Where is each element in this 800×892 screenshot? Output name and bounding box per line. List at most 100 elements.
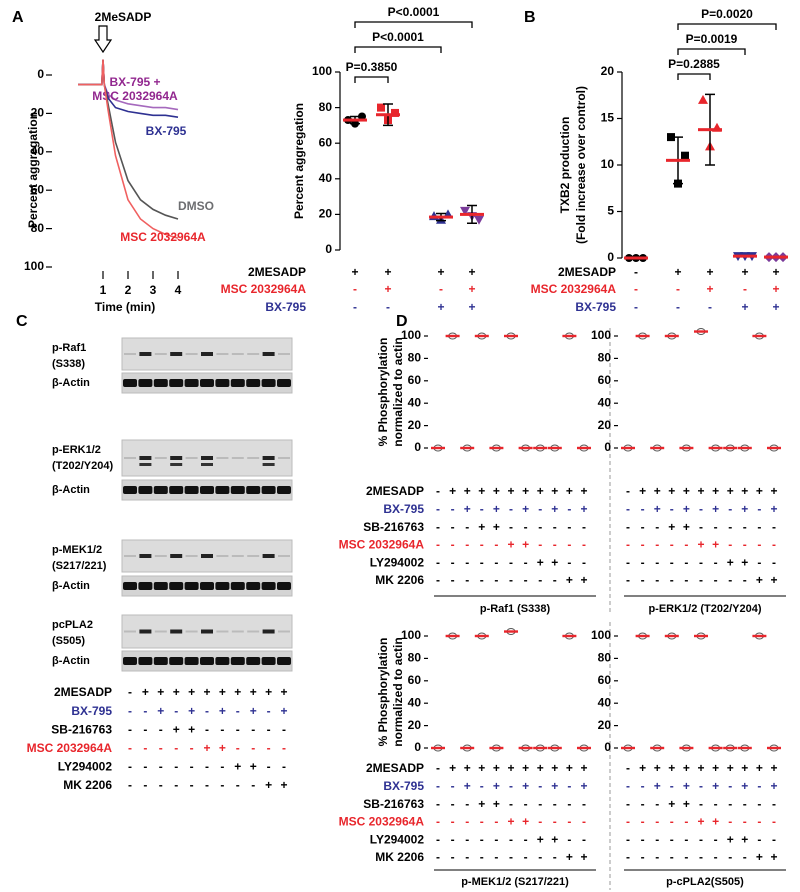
condition-symbol: - xyxy=(538,538,542,552)
actin-band xyxy=(261,486,276,494)
x-axis-label: Time (min) xyxy=(95,300,155,314)
actin-band xyxy=(261,379,276,387)
condition-symbol: - xyxy=(509,779,513,793)
condition-symbol: - xyxy=(143,760,147,774)
condition-symbol: + xyxy=(203,685,210,699)
condition-symbol: - xyxy=(641,555,645,569)
actin-band xyxy=(215,486,230,494)
y-tick-label: 20 xyxy=(408,418,422,432)
condition-symbol: - xyxy=(128,685,132,699)
actin-band xyxy=(123,657,137,665)
actin-band xyxy=(200,582,214,590)
series-label: MSC 2032964A xyxy=(92,89,178,103)
blot-label: β-Actin xyxy=(52,377,90,389)
condition-symbol: + xyxy=(770,502,777,516)
mean-bar xyxy=(431,446,445,450)
blot-band xyxy=(262,629,275,634)
y-axis-label: % Phosphorylation xyxy=(376,338,390,447)
plot-caption: p-MEK1/2 (S217/221) xyxy=(461,876,569,888)
data-point xyxy=(681,151,689,160)
blot-band xyxy=(185,630,198,633)
condition-symbol: - xyxy=(436,555,440,569)
condition-symbol: + xyxy=(537,555,544,569)
condition-symbol: + xyxy=(188,685,195,699)
actin-band xyxy=(123,379,137,387)
actin-band xyxy=(169,379,184,387)
blot-band xyxy=(216,555,229,557)
blot-band xyxy=(139,554,152,558)
condition-symbol: + xyxy=(668,761,675,775)
condition-symbol: - xyxy=(451,797,455,811)
blot-band xyxy=(185,353,198,355)
condition-symbol: + xyxy=(566,850,573,864)
condition-symbol: - xyxy=(143,722,147,736)
condition-symbol: + xyxy=(741,779,748,793)
condition-symbol: - xyxy=(524,520,528,534)
condition-label: LY294002 xyxy=(58,760,113,774)
mean-bar xyxy=(737,746,752,750)
y-axis-label: Percent aggregation xyxy=(26,112,40,228)
condition-symbol: - xyxy=(772,797,776,811)
mean-bar xyxy=(445,334,460,338)
condition-symbol: - xyxy=(480,779,484,793)
condition-symbol: + xyxy=(537,484,544,498)
condition-symbol: + xyxy=(770,761,777,775)
blot-band xyxy=(231,630,244,633)
blot-label: pcPLA2 xyxy=(52,619,93,631)
condition-symbol: - xyxy=(436,502,440,516)
condition-symbol: - xyxy=(143,741,147,755)
condition-symbol: + xyxy=(437,265,444,279)
y-tick-label: 80 xyxy=(598,351,612,365)
blot-band xyxy=(278,630,290,633)
y-tick-label: 0 xyxy=(607,250,614,264)
condition-symbol: - xyxy=(582,555,586,569)
condition-symbol: - xyxy=(676,282,680,296)
y-tick-label: 0 xyxy=(37,67,44,81)
blot-label: β-Actin xyxy=(52,580,90,592)
condition-symbol: - xyxy=(655,573,659,587)
condition-symbol: - xyxy=(220,722,224,736)
series-label: BX-795 + xyxy=(109,75,160,89)
mean-bar xyxy=(343,118,367,122)
condition-symbol: - xyxy=(655,797,659,811)
mean-bar xyxy=(764,255,788,259)
condition-symbol: - xyxy=(626,832,630,846)
condition-symbol: - xyxy=(567,779,571,793)
condition-label: 2MESADP xyxy=(248,265,306,279)
y-axis-label: normalized to actin xyxy=(391,637,405,746)
actin-band xyxy=(184,657,199,665)
condition-symbol: - xyxy=(757,538,761,552)
condition-label: BX-795 xyxy=(71,704,112,718)
condition-symbol: + xyxy=(697,538,704,552)
condition-symbol: - xyxy=(670,573,674,587)
actin-band xyxy=(123,582,137,590)
condition-symbol: - xyxy=(772,832,776,846)
mean-bar xyxy=(547,746,562,750)
condition-symbol: - xyxy=(626,520,630,534)
p-value: P=0.3850 xyxy=(346,60,398,74)
actin-band xyxy=(123,486,137,494)
condition-symbol: + xyxy=(157,704,164,718)
condition-label: LY294002 xyxy=(370,555,425,569)
condition-symbol: - xyxy=(205,704,209,718)
mean-bar xyxy=(504,334,518,338)
condition-symbol: - xyxy=(684,832,688,846)
condition-symbol: - xyxy=(641,832,645,846)
condition-symbol: + xyxy=(478,484,485,498)
mean-bar xyxy=(679,746,694,750)
condition-symbol: - xyxy=(524,555,528,569)
bracket xyxy=(677,73,711,80)
blot-band xyxy=(139,629,152,634)
condition-symbol: - xyxy=(699,850,703,864)
condition-symbol: + xyxy=(712,815,719,829)
mean-bar xyxy=(474,634,489,638)
y-tick-label: 40 xyxy=(408,695,422,709)
condition-symbol: - xyxy=(494,555,498,569)
condition-symbol: - xyxy=(436,815,440,829)
condition-symbol: + xyxy=(437,300,444,314)
condition-symbol: + xyxy=(537,832,544,846)
condition-symbol: - xyxy=(757,832,761,846)
actin-band xyxy=(261,582,276,590)
condition-symbol: + xyxy=(464,484,471,498)
condition-symbol: - xyxy=(465,850,469,864)
